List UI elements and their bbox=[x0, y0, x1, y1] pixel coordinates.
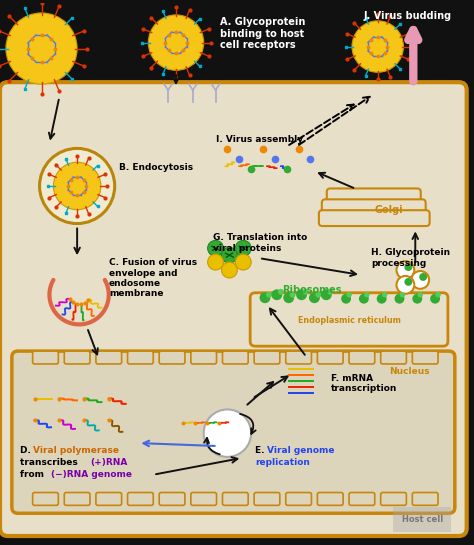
FancyBboxPatch shape bbox=[412, 493, 438, 505]
Circle shape bbox=[266, 292, 272, 298]
Text: D.: D. bbox=[20, 446, 34, 455]
Circle shape bbox=[382, 292, 387, 298]
FancyBboxPatch shape bbox=[349, 351, 375, 364]
FancyBboxPatch shape bbox=[381, 493, 406, 505]
Text: I. Virus assembly: I. Virus assembly bbox=[216, 135, 303, 143]
Text: Viral genome: Viral genome bbox=[267, 446, 335, 455]
Text: B. Endocytosis: B. Endocytosis bbox=[118, 164, 193, 172]
FancyBboxPatch shape bbox=[286, 351, 311, 364]
Circle shape bbox=[208, 254, 223, 270]
Circle shape bbox=[272, 289, 283, 300]
FancyBboxPatch shape bbox=[128, 493, 153, 505]
Circle shape bbox=[359, 294, 369, 304]
FancyBboxPatch shape bbox=[327, 189, 421, 204]
Circle shape bbox=[321, 289, 332, 300]
Circle shape bbox=[309, 292, 320, 303]
Text: (+)RNA: (+)RNA bbox=[90, 458, 128, 467]
Circle shape bbox=[54, 162, 101, 210]
FancyBboxPatch shape bbox=[322, 199, 426, 215]
FancyBboxPatch shape bbox=[412, 351, 438, 364]
Circle shape bbox=[290, 292, 296, 298]
Text: Golgi: Golgi bbox=[374, 205, 403, 215]
Text: A. Glycoprotein
binding to host
cell receptors: A. Glycoprotein binding to host cell rec… bbox=[219, 17, 305, 50]
Circle shape bbox=[341, 294, 351, 304]
FancyBboxPatch shape bbox=[222, 351, 248, 364]
Circle shape bbox=[411, 271, 429, 289]
FancyBboxPatch shape bbox=[286, 493, 311, 505]
Circle shape bbox=[283, 292, 294, 303]
Text: G. Translation into
viral proteins: G. Translation into viral proteins bbox=[212, 233, 307, 253]
FancyBboxPatch shape bbox=[12, 351, 455, 513]
FancyBboxPatch shape bbox=[33, 351, 58, 364]
FancyBboxPatch shape bbox=[191, 351, 217, 364]
FancyBboxPatch shape bbox=[318, 493, 343, 505]
Circle shape bbox=[394, 294, 404, 304]
Circle shape bbox=[352, 21, 403, 72]
Circle shape bbox=[208, 240, 223, 256]
Text: H. Glycoprotein
processing: H. Glycoprotein processing bbox=[371, 249, 450, 268]
Circle shape bbox=[404, 278, 412, 286]
FancyBboxPatch shape bbox=[318, 351, 343, 364]
Text: Endoplasmic reticulum: Endoplasmic reticulum bbox=[298, 316, 401, 325]
Text: from: from bbox=[20, 470, 47, 479]
Circle shape bbox=[302, 289, 309, 295]
Text: Nucleus: Nucleus bbox=[390, 367, 430, 376]
Text: E.: E. bbox=[255, 446, 268, 455]
Circle shape bbox=[235, 254, 251, 270]
FancyBboxPatch shape bbox=[381, 351, 406, 364]
FancyBboxPatch shape bbox=[96, 351, 122, 364]
FancyBboxPatch shape bbox=[254, 493, 280, 505]
Text: J. Virus budding: J. Virus budding bbox=[364, 11, 452, 21]
FancyBboxPatch shape bbox=[128, 351, 153, 364]
FancyBboxPatch shape bbox=[319, 210, 429, 226]
Circle shape bbox=[346, 292, 352, 298]
FancyBboxPatch shape bbox=[64, 351, 90, 364]
Circle shape bbox=[435, 292, 441, 298]
Circle shape bbox=[315, 292, 321, 298]
FancyBboxPatch shape bbox=[254, 351, 280, 364]
Text: F. mRNA
transcription: F. mRNA transcription bbox=[331, 374, 398, 393]
Circle shape bbox=[377, 294, 387, 304]
FancyBboxPatch shape bbox=[33, 493, 58, 505]
FancyBboxPatch shape bbox=[159, 493, 185, 505]
Circle shape bbox=[260, 292, 271, 303]
Circle shape bbox=[327, 289, 333, 295]
FancyBboxPatch shape bbox=[159, 351, 185, 364]
Circle shape bbox=[419, 273, 427, 281]
Circle shape bbox=[396, 276, 414, 294]
Text: Host cell: Host cell bbox=[402, 515, 443, 524]
Circle shape bbox=[430, 294, 440, 304]
Circle shape bbox=[221, 262, 237, 278]
Text: replication: replication bbox=[255, 458, 310, 467]
Circle shape bbox=[404, 263, 412, 271]
Circle shape bbox=[204, 409, 251, 457]
Text: transcribes: transcribes bbox=[20, 458, 81, 467]
FancyBboxPatch shape bbox=[96, 493, 122, 505]
Circle shape bbox=[418, 292, 423, 298]
FancyBboxPatch shape bbox=[0, 82, 467, 536]
FancyBboxPatch shape bbox=[222, 493, 248, 505]
FancyBboxPatch shape bbox=[64, 493, 90, 505]
FancyBboxPatch shape bbox=[349, 493, 375, 505]
Text: C. Fusion of virus
envelope and
endosome
membrane: C. Fusion of virus envelope and endosome… bbox=[109, 258, 197, 298]
Circle shape bbox=[364, 292, 370, 298]
Text: (−)RNA genome: (−)RNA genome bbox=[51, 470, 132, 479]
Circle shape bbox=[221, 247, 237, 263]
Circle shape bbox=[39, 148, 115, 223]
Circle shape bbox=[235, 240, 251, 256]
Circle shape bbox=[296, 289, 307, 300]
Circle shape bbox=[148, 15, 204, 70]
Text: Viral polymerase: Viral polymerase bbox=[33, 446, 118, 455]
FancyBboxPatch shape bbox=[191, 493, 217, 505]
FancyBboxPatch shape bbox=[250, 293, 448, 346]
Circle shape bbox=[6, 13, 77, 84]
Circle shape bbox=[278, 289, 284, 295]
Text: Ribosomes: Ribosomes bbox=[282, 284, 341, 295]
Circle shape bbox=[396, 261, 414, 279]
Circle shape bbox=[400, 292, 405, 298]
Circle shape bbox=[412, 294, 422, 304]
